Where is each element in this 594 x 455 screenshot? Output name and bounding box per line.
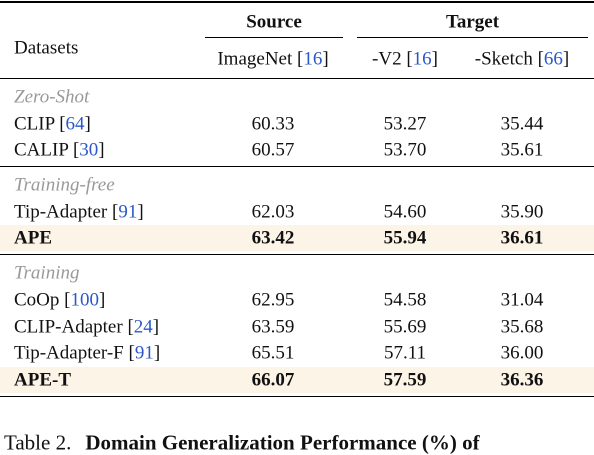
- label-part: CALIP [: [14, 139, 80, 161]
- label-part: Tip-Adapter-F [: [14, 342, 135, 364]
- label-part: -Sketch [: [474, 48, 544, 70]
- label-part: CoOp [: [14, 289, 71, 311]
- label-part: Tip-Adapter [: [14, 201, 119, 223]
- cell-value: 35.68: [500, 316, 544, 338]
- cell-value: 36.36: [500, 369, 544, 391]
- method: CLIP [64]: [14, 114, 91, 133]
- method: CoOp [100]: [14, 291, 105, 310]
- column-header: -V2 [16]: [372, 50, 438, 69]
- label-part: CLIP-Adapter [: [14, 316, 134, 338]
- citation: 66: [543, 48, 563, 70]
- method: Tip-Adapter-F [91]: [14, 344, 160, 363]
- cell-value: 36.00: [500, 342, 544, 364]
- cell-value: 60.33: [251, 113, 295, 135]
- column-header: ImageNet [16]: [217, 50, 328, 69]
- cell-value: 35.44: [500, 113, 544, 135]
- caption: Table 2. Domain Generalization Performanc…: [4, 430, 480, 455]
- citation: 91: [118, 201, 138, 223]
- label-part: ]: [84, 113, 91, 135]
- rule: [0, 78, 594, 79]
- rule: [0, 166, 594, 168]
- label-part: APE-T: [14, 369, 71, 391]
- cell-value: 36.61: [500, 227, 544, 249]
- cell-value: 60.57: [251, 139, 295, 161]
- citation: 91: [134, 342, 154, 364]
- cell-value: 53.27: [383, 113, 427, 135]
- section-title: Training: [14, 262, 80, 284]
- label-part: APE: [14, 227, 52, 249]
- method: CLIP-Adapter [24]: [14, 317, 159, 336]
- column-header: -Sketch [66]: [475, 50, 569, 69]
- label-part: CLIP [: [14, 113, 66, 135]
- cell-value: 54.58: [383, 289, 427, 311]
- group-header: Source: [246, 11, 302, 33]
- method: Tip-Adapter [91]: [14, 202, 144, 221]
- caption-label: Table 2.: [4, 430, 72, 455]
- label-part: ]: [431, 48, 438, 70]
- group-underline: [205, 37, 343, 38]
- label-part: ]: [137, 201, 144, 223]
- cell-value: 63.42: [251, 227, 295, 249]
- method: APE-T: [14, 370, 71, 389]
- label-part: -V2 [: [372, 48, 413, 70]
- header-label: Datasets: [14, 37, 79, 59]
- cell-value: 62.95: [251, 289, 295, 311]
- cell-value: 35.61: [500, 139, 544, 161]
- label-part: ]: [98, 289, 106, 311]
- group-underline: [357, 37, 588, 38]
- citation: 16: [412, 48, 432, 70]
- cell-value: 66.07: [251, 369, 295, 391]
- label-part: ]: [153, 342, 161, 364]
- rule: [0, 254, 594, 256]
- cell-value: 31.04: [500, 289, 544, 311]
- cell-value: 35.90: [500, 201, 544, 223]
- cell-value: 62.03: [251, 201, 295, 223]
- citation: 24: [133, 316, 153, 338]
- section-title: Training-free: [14, 174, 115, 196]
- label-part: ]: [152, 316, 160, 338]
- section-title: Zero-Shot: [14, 86, 90, 108]
- citation: 100: [70, 289, 99, 311]
- caption-text: Domain Generalization Performance (%) of: [85, 430, 480, 455]
- citation: 16: [303, 48, 323, 70]
- method: CALIP [30]: [14, 141, 105, 160]
- cell-value: 65.51: [251, 342, 295, 364]
- cell-value: 57.11: [383, 342, 427, 364]
- label-part: ]: [98, 139, 105, 161]
- label-part: ]: [322, 48, 329, 70]
- cell-value: 57.59: [383, 369, 427, 391]
- row-highlight: [0, 366, 594, 393]
- rule: [0, 1, 594, 3]
- label-part: ImageNet [: [217, 48, 304, 70]
- cell-value: 55.94: [383, 227, 427, 249]
- group-header: Target: [445, 11, 500, 33]
- citation: 64: [65, 113, 85, 135]
- method: APE: [14, 229, 52, 248]
- rule: [0, 395, 594, 398]
- cell-value: 53.70: [383, 139, 427, 161]
- cell-value: 63.59: [251, 316, 295, 338]
- citation: 30: [79, 139, 99, 161]
- cell-value: 55.69: [383, 316, 427, 338]
- cell-value: 54.60: [383, 201, 427, 223]
- row-highlight: [0, 225, 594, 252]
- label-part: ]: [562, 48, 570, 70]
